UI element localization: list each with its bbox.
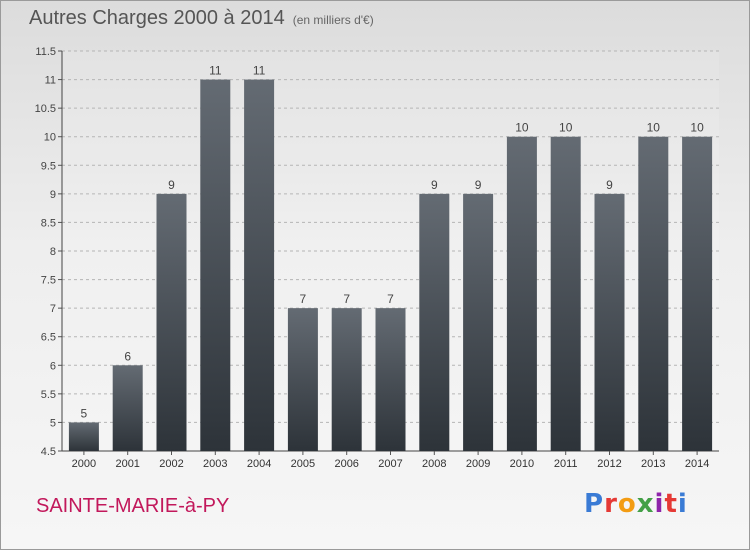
x-tick-label: 2001 [115, 458, 139, 470]
bar [463, 193, 494, 451]
y-tick-label: 8.5 [41, 217, 56, 229]
bar-value-label: 10 [515, 121, 529, 135]
bar [331, 308, 362, 451]
chart-title: Autres Charges 2000 à 2014 (en milliers d… [29, 7, 374, 30]
bar-value-label: 11 [253, 64, 266, 78]
bar [594, 193, 625, 451]
y-tick-label: 10 [44, 132, 56, 144]
bar-value-label: 10 [690, 121, 704, 135]
y-tick-label: 8 [50, 246, 56, 258]
bar [287, 308, 318, 451]
bar-value-label: 6 [124, 349, 131, 363]
x-tick-label: 2007 [378, 458, 402, 470]
bar [200, 79, 231, 452]
bar [112, 365, 143, 451]
proxiti-logo[interactable]: Proxiti [584, 489, 688, 519]
bar [638, 136, 669, 451]
y-tick-label: 6.5 [41, 332, 56, 344]
bar-value-label: 5 [81, 406, 88, 420]
bar [682, 136, 713, 451]
y-tick-label: 11.5 [35, 46, 56, 58]
bar-value-label: 9 [168, 178, 175, 192]
y-tick-label: 9.5 [41, 160, 56, 172]
y-tick-label: 9 [50, 189, 56, 201]
bar [506, 136, 537, 451]
x-tick-label: 2002 [159, 458, 183, 470]
x-tick-label: 2008 [422, 458, 446, 470]
bar-value-label: 7 [343, 292, 350, 306]
x-tick-label: 2005 [291, 458, 315, 470]
bar-value-label: 11 [209, 64, 222, 78]
x-tick-label: 2000 [72, 458, 96, 470]
bar [156, 193, 187, 451]
y-tick-label: 5.5 [41, 389, 56, 401]
x-tick-label: 2014 [685, 458, 709, 470]
bar-value-label: 7 [300, 292, 307, 306]
bar-value-label: 10 [559, 121, 573, 135]
bar [419, 193, 450, 451]
bar-value-label: 9 [431, 178, 438, 192]
x-tick-label: 2003 [203, 458, 227, 470]
y-tick-label: 10.5 [35, 103, 56, 115]
y-tick-label: 5 [50, 417, 56, 429]
bar [550, 136, 581, 451]
y-tick-label: 6 [50, 360, 56, 372]
y-tick-label: 7.5 [41, 275, 56, 287]
bar [244, 79, 275, 452]
bar [68, 422, 99, 451]
x-tick-label: 2004 [247, 458, 271, 470]
bar-value-label: 9 [606, 178, 613, 192]
y-tick-label: 7 [50, 303, 56, 315]
x-tick-label: 2011 [554, 458, 578, 470]
bar-value-label: 9 [475, 178, 482, 192]
x-tick-label: 2013 [641, 458, 665, 470]
chart-title-text: Autres Charges 2000 à 2014 [29, 7, 285, 29]
bar-value-label: 10 [647, 121, 661, 135]
bar-value-label: 7 [387, 292, 394, 306]
chart-units: (en milliers d'€) [292, 13, 374, 27]
x-tick-label: 2012 [597, 458, 621, 470]
bar [375, 308, 406, 451]
x-tick-label: 2010 [510, 458, 534, 470]
commune-name: SAINTE-MARIE-à-PY [36, 495, 230, 517]
x-tick-label: 2009 [466, 458, 490, 470]
y-tick-label: 11 [45, 75, 56, 87]
y-tick-label: 4.5 [41, 446, 56, 458]
x-tick-label: 2006 [334, 458, 358, 470]
